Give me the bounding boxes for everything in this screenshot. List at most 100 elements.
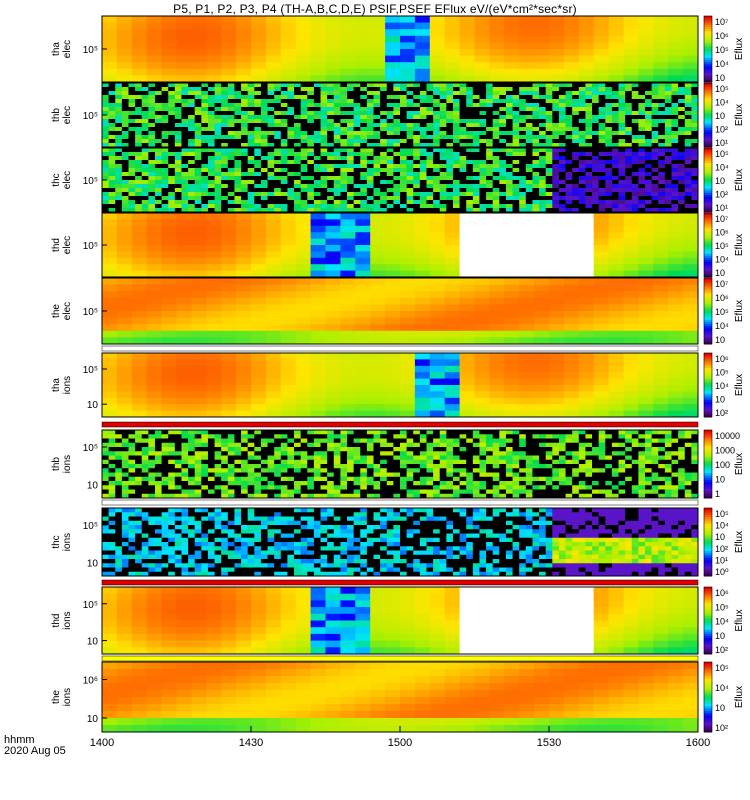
heatmap-cell (685, 111, 692, 116)
heatmap-cell (340, 172, 347, 177)
heatmap-cell (168, 184, 175, 189)
heatmap-cell (355, 213, 370, 220)
heatmap-cell (181, 123, 188, 128)
heatmap-cell (440, 184, 447, 189)
heatmap-cell (653, 69, 668, 76)
heatmap-cell (380, 184, 387, 189)
heatmap-cell (241, 152, 248, 157)
heatmap-cell (188, 439, 195, 444)
heatmap-cell (307, 95, 314, 100)
heatmap-cell (374, 176, 381, 181)
heatmap-cell (122, 135, 129, 140)
heatmap-cell (579, 379, 594, 386)
heatmap-cell (624, 359, 639, 366)
heatmap-cell (415, 411, 430, 418)
heatmap-cell (678, 152, 685, 157)
heatmap-cell (546, 107, 553, 112)
heatmap-cell (175, 115, 182, 120)
heatmap-cell (248, 119, 255, 124)
heatmap-cell (466, 184, 473, 189)
heatmap-cell (672, 160, 679, 165)
heatmap-cell (380, 115, 387, 120)
heatmap-cell (296, 404, 311, 411)
heatmap-cell (609, 331, 624, 338)
heatmap-cell (340, 353, 355, 360)
heatmap-cell (148, 123, 155, 128)
heatmap-cell (564, 385, 579, 392)
heatmap-cell (433, 87, 440, 92)
heatmap-cell (117, 318, 132, 325)
heatmap-cell (132, 245, 147, 252)
heatmap-cell (552, 180, 559, 185)
heatmap-cell (102, 318, 117, 325)
heatmap-cell (605, 152, 612, 157)
heatmap-cell (221, 107, 228, 112)
heatmap-cell (683, 411, 698, 418)
heatmap-cell (605, 164, 612, 169)
heatmap-cell (526, 103, 533, 108)
heatmap-cell (625, 119, 632, 124)
heatmap-cell (102, 219, 117, 226)
panel-tha-elec: thaelec 10⁵10⁷10⁶10⁵10⁴10⁳Eflux (51, 16, 745, 83)
heatmap-cell (294, 204, 301, 209)
heatmap-cell (191, 304, 206, 311)
heatmap-cell (493, 152, 500, 157)
heatmap-cell (147, 42, 162, 49)
heatmap-cell (281, 164, 288, 169)
heatmap-cell (327, 123, 334, 128)
heatmap-cell (334, 139, 341, 144)
heatmap-cell (191, 359, 206, 366)
heatmap-cell (102, 36, 117, 43)
heatmap-cell (493, 91, 500, 96)
heatmap-cell (519, 148, 526, 153)
heatmap-cell (251, 278, 266, 285)
heatmap-cell (155, 456, 162, 461)
heatmap-cell (221, 258, 236, 265)
colorbar-tick-label: 10⁵ (715, 45, 729, 55)
heatmap-cell (683, 271, 698, 278)
heatmap-cell (177, 411, 192, 418)
heatmap-cell (162, 443, 169, 448)
heatmap-cell (658, 123, 665, 128)
heatmap-cell (532, 139, 539, 144)
heatmap-cell (466, 139, 473, 144)
heatmap-cell (281, 107, 288, 112)
heatmap-cell (135, 95, 142, 100)
heatmap-cell (162, 468, 169, 473)
heatmap-cell (142, 111, 149, 116)
heatmap-cell (206, 411, 221, 418)
heatmap-cell (475, 337, 490, 344)
heatmap-cell (215, 103, 222, 108)
heatmap-cell (115, 456, 122, 461)
heatmap-cell (287, 172, 294, 177)
heatmap-cell (592, 139, 599, 144)
heatmap-cell (234, 83, 241, 88)
heatmap-cell (281, 152, 288, 157)
heatmap-cell (685, 188, 692, 193)
heatmap-cell (234, 103, 241, 108)
heatmap-cell (400, 192, 407, 197)
heatmap-cell (460, 353, 475, 360)
heatmap-cell (301, 200, 308, 205)
heatmap-cell (102, 434, 109, 439)
heatmap-cell (175, 430, 182, 435)
heatmap-cell (251, 29, 266, 36)
heatmap-cell (142, 485, 149, 490)
heatmap-cell (251, 62, 266, 69)
heatmap-cell (206, 359, 221, 366)
heatmap-cell (605, 83, 612, 88)
heatmap-cell (504, 398, 519, 405)
heatmap-cell (122, 485, 129, 490)
heatmap-cell (612, 196, 619, 201)
heatmap-cell (400, 278, 415, 285)
heatmap-cell (549, 36, 564, 43)
heatmap-cell (592, 192, 599, 197)
heatmap-cell (228, 192, 235, 197)
heatmap-cell (678, 103, 685, 108)
heatmap-cell (653, 337, 668, 344)
heatmap-cell (400, 239, 415, 246)
heatmap-cell (307, 107, 314, 112)
heatmap-cell (102, 148, 109, 153)
heatmap-cell (609, 239, 624, 246)
heatmap-cell (102, 447, 109, 452)
